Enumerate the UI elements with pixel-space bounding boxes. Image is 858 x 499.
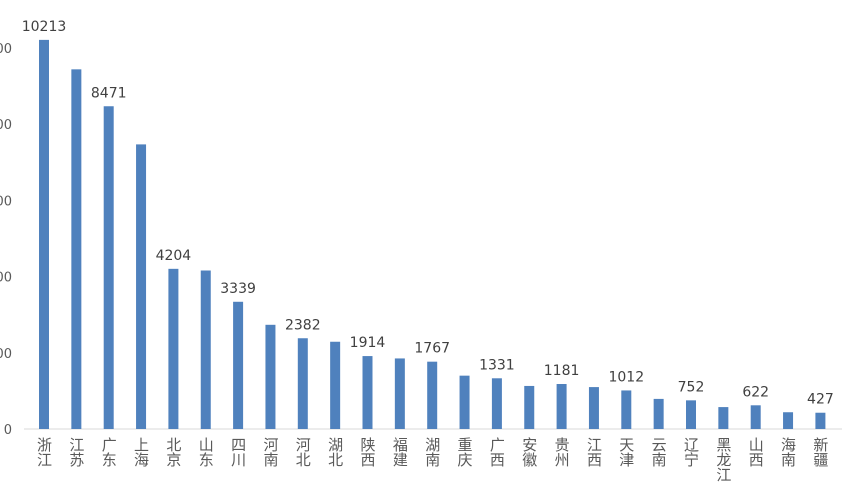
data-label: 1767 [414,341,450,357]
bar [233,301,244,429]
x-tick-label: 山西 [747,437,765,467]
data-label: 2382 [285,317,321,333]
bar [653,398,664,429]
x-tick-label: 安徽 [520,437,538,467]
data-label: 1914 [350,335,386,351]
x-tick-label: 重庆 [456,437,474,467]
bar [783,412,794,429]
data-label: 4204 [156,248,192,264]
x-tick-label: 云南 [650,437,668,467]
x-tick-label: 辽宁 [682,437,700,467]
x-tick-label: 黑龙江 [714,437,732,482]
bar [265,324,276,429]
bar [524,385,535,429]
bar [297,338,308,429]
bar [718,407,729,429]
data-label: 10213 [22,19,67,35]
bar [330,341,341,429]
data-label: 1331 [479,357,515,373]
bar [39,39,49,429]
data-label: 1181 [544,363,580,379]
x-tick-label: 湖南 [423,437,441,467]
x-tick-label: 贵州 [553,437,571,467]
bars [39,39,826,429]
y-axis-ticks: 0000000000000000 [0,42,12,438]
x-tick-label: 北京 [164,437,182,468]
y-tick-label: 0 [4,423,12,438]
data-label: 3339 [220,281,256,297]
data-label: 8471 [91,85,127,101]
data-label: 622 [742,384,769,400]
y-tick-label: 000 [0,42,12,57]
x-tick-label: 天津 [617,437,635,467]
x-tick-label: 河南 [261,437,279,467]
bar [686,400,696,429]
bar [394,358,405,429]
bar [459,375,470,429]
y-tick-label: 000 [0,194,12,209]
bar [136,144,147,429]
bar [750,405,761,429]
x-axis-labels: 浙江 江苏 广东 上海 北京 山东 四川 河南 河北 湖北 陕西 福建 湖南 重庆 广西 安徽 贵州 江西 天津 云南… [35,437,829,482]
bar [491,378,502,429]
x-tick-label: 福建 [391,437,409,467]
bar [71,69,82,429]
x-tick-label: 海南 [779,437,797,467]
x-tick-label: 上海 [132,437,150,467]
x-tick-label: 河北 [294,437,312,467]
bar [200,270,211,429]
bar [815,412,826,429]
y-tick-label: 000 [0,347,12,362]
data-label: 752 [678,379,705,395]
x-tick-label: 湖北 [326,437,344,467]
bar [621,390,632,429]
data-label: 1012 [608,369,644,385]
x-tick-label: 广东 [100,437,118,467]
data-label: 427 [807,392,834,408]
bar [588,387,599,429]
x-tick-label: 浙江 [35,437,53,467]
bar [556,384,567,429]
bar [427,361,438,429]
bar [362,356,373,429]
x-tick-label: 陕西 [359,437,377,467]
x-tick-label: 四川 [229,437,247,467]
x-tick-label: 新疆 [811,437,829,467]
bar [168,268,179,429]
x-tick-label: 江苏 [67,437,85,468]
x-tick-label: 山东 [197,437,215,467]
bar [103,106,114,429]
x-tick-label: 广西 [488,437,506,467]
y-tick-label: 000 [0,118,12,133]
y-tick-label: 000 [0,271,12,286]
x-tick-label: 江西 [585,437,603,467]
data-labels: 10213 8471 4204 3339 2382 1914 1767 1331 1181 101… [22,19,834,408]
